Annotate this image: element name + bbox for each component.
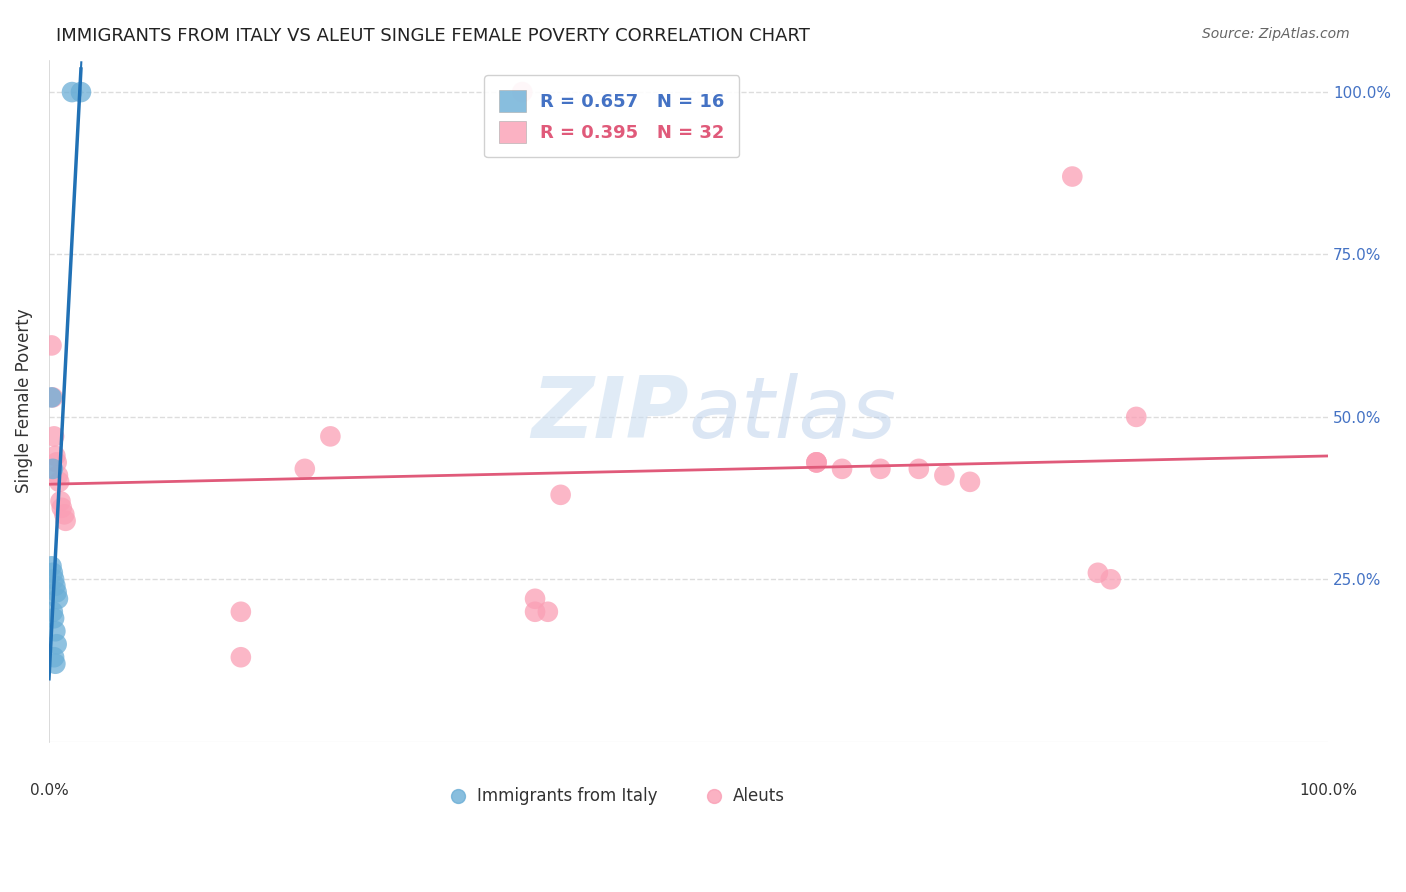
Point xyxy=(41,559,63,574)
Point xyxy=(959,475,981,489)
Point xyxy=(44,624,66,639)
Point xyxy=(55,514,77,528)
Point xyxy=(44,449,66,463)
Point xyxy=(294,462,316,476)
Text: ZIP: ZIP xyxy=(531,373,689,456)
Point xyxy=(1062,169,1084,184)
Point xyxy=(1099,572,1122,586)
Point xyxy=(44,657,66,671)
Point xyxy=(46,591,69,606)
Text: Immigrants from Italy: Immigrants from Italy xyxy=(478,788,658,805)
Point xyxy=(229,650,252,665)
Point xyxy=(42,566,65,580)
Point xyxy=(51,500,73,515)
Point xyxy=(44,579,66,593)
Point xyxy=(41,338,63,352)
Point xyxy=(806,455,828,469)
Point xyxy=(806,455,828,469)
Text: IMMIGRANTS FROM ITALY VS ALEUT SINGLE FEMALE POVERTY CORRELATION CHART: IMMIGRANTS FROM ITALY VS ALEUT SINGLE FE… xyxy=(56,27,810,45)
Point xyxy=(45,637,67,651)
Point xyxy=(869,462,891,476)
Point xyxy=(229,605,252,619)
Point xyxy=(60,85,83,99)
Point xyxy=(42,391,65,405)
Point xyxy=(41,391,63,405)
Point xyxy=(524,591,547,606)
Point xyxy=(49,494,72,508)
Text: atlas: atlas xyxy=(689,373,897,456)
Point xyxy=(537,605,560,619)
Point xyxy=(510,85,533,99)
Point xyxy=(46,468,69,483)
Point xyxy=(831,462,853,476)
Point xyxy=(48,475,70,489)
Point xyxy=(1125,409,1147,424)
Point xyxy=(70,85,93,99)
Point xyxy=(42,650,65,665)
Text: 100.0%: 100.0% xyxy=(1299,782,1357,797)
Point xyxy=(524,605,547,619)
Point xyxy=(45,455,67,469)
Point xyxy=(319,429,342,443)
Point xyxy=(1087,566,1109,580)
Point xyxy=(907,462,929,476)
Point xyxy=(45,585,67,599)
Point xyxy=(42,611,65,625)
Point xyxy=(53,508,76,522)
Point xyxy=(806,455,828,469)
Text: 0.0%: 0.0% xyxy=(30,782,69,797)
Y-axis label: Single Female Poverty: Single Female Poverty xyxy=(15,309,32,493)
Point xyxy=(42,572,65,586)
Text: Aleuts: Aleuts xyxy=(734,788,786,805)
Point xyxy=(934,468,956,483)
Legend: R = 0.657   N = 16, R = 0.395   N = 32: R = 0.657 N = 16, R = 0.395 N = 32 xyxy=(485,76,740,157)
Text: Source: ZipAtlas.com: Source: ZipAtlas.com xyxy=(1202,27,1350,41)
Point xyxy=(42,429,65,443)
Point xyxy=(550,488,572,502)
Point xyxy=(42,462,65,476)
Point xyxy=(42,605,65,619)
